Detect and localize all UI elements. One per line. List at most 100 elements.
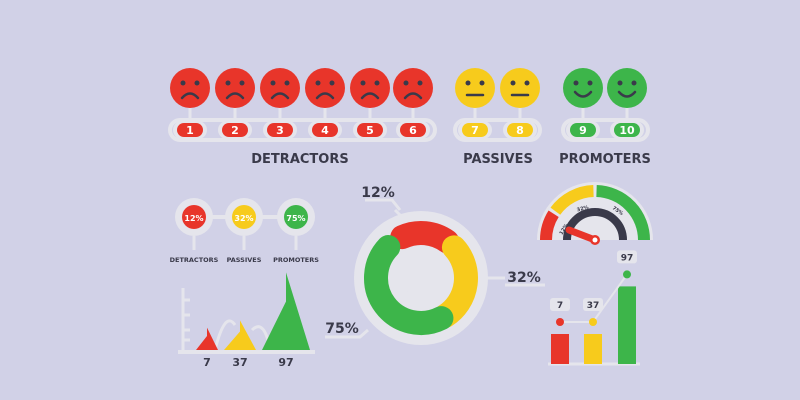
sad-face-icon: [170, 68, 210, 108]
badge-dot: [232, 205, 256, 229]
bar: [584, 334, 602, 364]
group-label-promoters: PROMOTERS: [559, 152, 651, 167]
mountain-label: 37: [232, 356, 247, 369]
score-pill: [400, 123, 426, 137]
connector-passives: [453, 118, 542, 142]
mouth: [360, 92, 380, 100]
mountain-mark: [262, 272, 310, 350]
sad-face-icon: [350, 68, 390, 108]
leader: [325, 328, 369, 339]
trend-point: [589, 318, 597, 326]
trend-point: [556, 318, 564, 326]
score-label: 9: [579, 124, 587, 137]
eye: [329, 80, 335, 86]
eye: [465, 80, 471, 86]
mouth: [617, 90, 637, 98]
connector-promoters: [561, 118, 650, 142]
score-pill: [614, 123, 640, 137]
bar-label: 97: [621, 253, 634, 263]
mouth: [270, 92, 290, 100]
mountain-mark: [224, 320, 256, 350]
neutral-face-icon: [455, 68, 495, 108]
face-circle: [607, 68, 647, 108]
face-circle: [260, 68, 300, 108]
gauge-segment: [596, 185, 650, 241]
eye: [617, 80, 623, 86]
bar-label: 7: [557, 301, 563, 311]
face-circle: [170, 68, 210, 108]
eye: [587, 80, 593, 86]
eye: [315, 80, 321, 86]
face-circle: [215, 68, 255, 108]
eye: [225, 80, 231, 86]
bar-label-bg: [550, 298, 570, 311]
sad-face-icon: [305, 68, 345, 108]
eye: [479, 80, 485, 86]
eye: [284, 80, 290, 86]
badge-category: DETRACTORS: [170, 256, 219, 264]
score-label: 10: [619, 124, 635, 137]
score-label: 1: [186, 124, 194, 137]
group-label-passives: PASSIVES: [463, 152, 533, 167]
eye: [374, 80, 380, 86]
happy-face-icon: [563, 68, 603, 108]
face-circle: [500, 68, 540, 108]
bar-label: 37: [587, 301, 600, 311]
score-pill: [570, 123, 596, 137]
face-circle: [350, 68, 390, 108]
badge-dot: [284, 205, 308, 229]
face-circle: [393, 68, 433, 108]
mouth: [315, 92, 335, 100]
mouth: [573, 90, 593, 98]
donut-label: 75%: [325, 321, 359, 337]
face-circle: [563, 68, 603, 108]
score-label: 4: [321, 124, 329, 137]
bar-label-bg: [617, 250, 637, 264]
eye: [573, 80, 579, 86]
donut-segment: [433, 235, 478, 328]
eye: [510, 80, 516, 86]
eye: [417, 80, 423, 86]
badge-value: 75%: [286, 214, 305, 223]
score-pill: [222, 123, 248, 137]
score-pill: [177, 123, 203, 137]
badge-category: PROMOTERS: [273, 256, 319, 264]
group-label-detractors: DETRACTORS: [251, 152, 348, 167]
eye: [524, 80, 530, 86]
bar: [618, 286, 636, 364]
trend-point: [623, 270, 631, 279]
leader: [393, 208, 407, 222]
score-label: 5: [366, 124, 374, 137]
mouth: [403, 92, 423, 100]
sad-face-icon: [215, 68, 255, 108]
face-circle: [305, 68, 345, 108]
connector-detractors: [168, 118, 437, 142]
sad-face-icon: [393, 68, 433, 108]
score-pill: [507, 123, 533, 137]
leader: [365, 198, 402, 211]
gauge-hub-center: [592, 237, 598, 243]
score-label: 6: [409, 124, 417, 137]
mouth: [225, 92, 245, 100]
gauge-tick-label: 75%: [611, 205, 624, 217]
eye: [194, 80, 200, 86]
gauge-segment: [550, 185, 594, 215]
score-label: 2: [231, 124, 239, 137]
score-label: 8: [516, 124, 524, 137]
score-pill: [357, 123, 383, 137]
mountain-mark: [196, 327, 218, 350]
neutral-face-icon: [500, 68, 540, 108]
donut-segment: [390, 221, 460, 254]
badge-category: PASSIVES: [227, 256, 262, 264]
gauge-tick-label: 12%: [559, 223, 570, 236]
gauge-segment: [540, 210, 559, 241]
gauge-tick-label: 32%: [576, 205, 589, 214]
eye: [403, 80, 409, 86]
eye: [270, 80, 276, 86]
decor-curve: [213, 319, 270, 351]
eye: [180, 80, 186, 86]
donut-segment: [364, 235, 454, 335]
badge-value: 32%: [234, 214, 253, 223]
score-pill: [462, 123, 488, 137]
